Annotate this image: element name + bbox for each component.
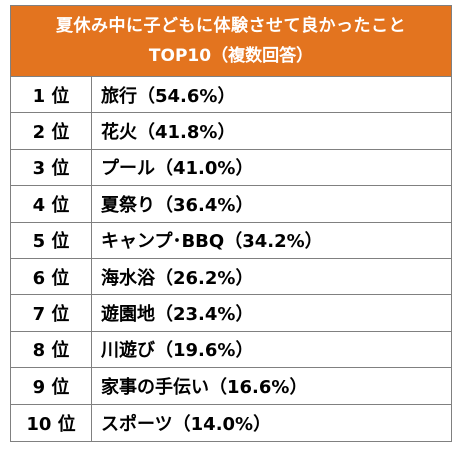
table-row: 7 位 遊園地（23.4%） xyxy=(11,295,451,332)
table-subtitle: TOP10（複数回答） xyxy=(148,46,314,66)
table-row: 9 位 家事の手伝い（16.6%） xyxy=(11,368,451,405)
table-header: 夏休み中に子どもに体験させて良かったこと TOP10（複数回答） xyxy=(11,6,451,77)
item-cell: 花火（41.8%） xyxy=(101,122,236,144)
rank-cell: 2 位 xyxy=(11,113,92,149)
table-row: 2 位 花火（41.8%） xyxy=(11,113,451,150)
table-row: 3 位 プール（41.0%） xyxy=(11,149,451,187)
table-title: 夏休み中に子どもに体験させて良かったこと xyxy=(56,16,406,36)
rank-cell: 4 位 xyxy=(11,186,92,222)
table-row: 4 位 夏祭り（36.4%） xyxy=(11,186,451,223)
rank-cell: 9 位 xyxy=(11,368,92,404)
item-cell: 夏祭り（36.4%） xyxy=(101,194,254,216)
rank-cell: 6 位 xyxy=(11,258,92,295)
item-cell: 遊園地（23.4%） xyxy=(101,304,254,326)
rank-cell: 3 位 xyxy=(11,149,92,186)
rank-cell: 1 位 xyxy=(11,77,92,113)
table-row: 8 位 川遊び（19.6%） xyxy=(11,331,451,369)
rank-cell: 10 位 xyxy=(11,404,92,441)
item-cell: プール（41.0%） xyxy=(101,158,254,180)
item-cell: 家事の手伝い（16.6%） xyxy=(101,376,308,398)
rank-cell: 7 位 xyxy=(11,295,92,331)
table-row: 6 位 海水浴（26.2%） xyxy=(11,258,451,296)
ranking-table: 夏休み中に子どもに体験させて良かったこと TOP10（複数回答） 1 位 旅行（… xyxy=(10,5,452,442)
rank-cell: 5 位 xyxy=(11,222,92,258)
table-row: 5 位 キャンプ･BBQ（34.2%） xyxy=(11,222,451,259)
item-cell: 旅行（54.6%） xyxy=(101,85,236,107)
item-cell: 川遊び（19.6%） xyxy=(101,340,254,362)
item-cell: 海水浴（26.2%） xyxy=(101,267,254,289)
table-row: 10 位 スポーツ（14.0%） xyxy=(11,404,451,441)
item-cell: スポーツ（14.0%） xyxy=(101,413,272,435)
table-row: 1 位 旅行（54.6%） xyxy=(11,77,451,114)
item-cell: キャンプ･BBQ（34.2%） xyxy=(101,231,323,253)
rank-cell: 8 位 xyxy=(11,331,92,368)
